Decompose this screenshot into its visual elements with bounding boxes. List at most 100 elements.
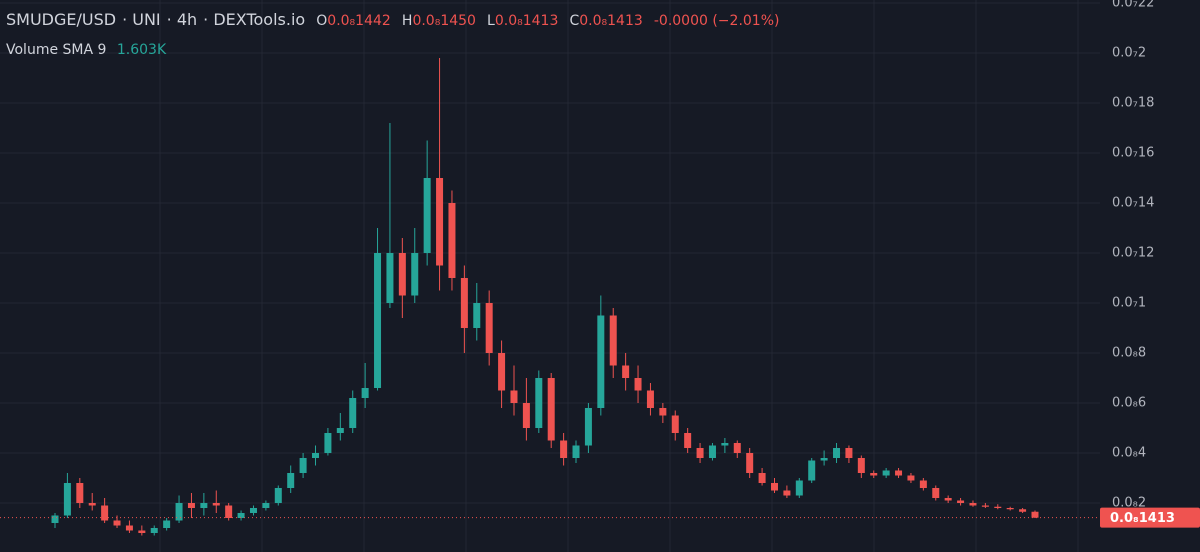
interval: 4h xyxy=(176,10,198,29)
candle-body xyxy=(76,483,84,503)
candle-body xyxy=(237,513,245,518)
candle-body xyxy=(622,365,630,378)
candle-body xyxy=(63,483,71,516)
close: 0.0₈1413 xyxy=(579,13,643,29)
candle-body xyxy=(944,498,952,501)
source: DEXTools.io xyxy=(213,10,306,29)
candle-body xyxy=(510,390,518,403)
candle-body xyxy=(522,403,530,428)
y-tick-label: 0.0₇12 xyxy=(1112,246,1154,261)
candle-body xyxy=(919,480,927,488)
open: 0.0₈1442 xyxy=(327,13,391,29)
candle-body xyxy=(1019,509,1027,512)
candle-body xyxy=(547,378,555,441)
candle-body xyxy=(200,503,208,508)
high: 0.0₈1450 xyxy=(412,13,476,29)
candle-body xyxy=(249,508,257,513)
candle-body xyxy=(994,506,1002,508)
candle-body xyxy=(845,448,853,458)
candle-body xyxy=(758,473,766,483)
indicator-value: 1.603K xyxy=(116,42,167,58)
candle-body xyxy=(721,443,729,446)
candle-body xyxy=(113,520,121,526)
y-tick-label: 0.0₇22 xyxy=(1112,0,1154,11)
candle-body xyxy=(820,458,828,461)
indicator: Volume SMA 9 1.603K xyxy=(6,42,166,58)
low: 0.0₈1413 xyxy=(494,13,559,29)
candle-body xyxy=(299,458,307,473)
candle-body xyxy=(783,490,791,496)
exchange: UNI xyxy=(132,10,161,29)
header: SMUDGE/USD · UNI · 4h · DEXTools.io O0.0₈14… xyxy=(6,10,780,29)
change: -0.0000 (−2.01%) xyxy=(653,13,780,29)
candle-body xyxy=(882,470,890,476)
candle-body xyxy=(349,398,357,428)
candle-body xyxy=(746,453,754,473)
h-label: H xyxy=(401,13,413,29)
y-tick-label: 0.0₇14 xyxy=(1112,196,1154,211)
candle-body xyxy=(460,278,468,328)
candle-body xyxy=(1006,508,1014,510)
y-tick-label: 0.0₇16 xyxy=(1112,146,1154,161)
y-tick-label: 0.0₈6 xyxy=(1112,396,1146,411)
candle-body xyxy=(51,515,59,523)
candle-body xyxy=(969,503,977,506)
candle-body xyxy=(125,525,133,531)
candle-body xyxy=(101,505,109,521)
candle-body xyxy=(212,503,220,506)
candle-body xyxy=(411,253,419,296)
candle-body xyxy=(833,448,841,458)
candle-body xyxy=(287,473,295,488)
indicator-name: Volume SMA 9 xyxy=(6,42,107,58)
candle-body xyxy=(312,453,320,458)
candle-body xyxy=(423,178,431,253)
candle-body xyxy=(634,378,642,391)
candle-body xyxy=(398,253,406,296)
candle-body xyxy=(436,178,444,266)
candle-body xyxy=(932,488,940,498)
candle-body xyxy=(498,353,506,391)
candle-body xyxy=(907,475,915,481)
candle-body xyxy=(708,445,716,458)
candle-body xyxy=(88,503,96,506)
candle-body xyxy=(485,303,493,353)
vertical-grid xyxy=(159,0,1079,552)
candle-body xyxy=(857,458,865,473)
candle-body xyxy=(597,315,605,408)
candle-body xyxy=(324,433,332,453)
candle-body xyxy=(671,415,679,433)
candle-body xyxy=(870,473,878,476)
candle-body xyxy=(1031,511,1039,518)
candle-body xyxy=(225,505,233,518)
candle-body xyxy=(336,428,344,433)
candle-body xyxy=(609,315,617,366)
candle-body xyxy=(163,520,171,528)
candle-body xyxy=(473,303,481,328)
candle-body xyxy=(684,433,692,448)
candle-body xyxy=(572,445,580,458)
l-label: L xyxy=(487,13,495,29)
candle-body xyxy=(770,483,778,491)
last-price-label: 0.0₈1413 xyxy=(1110,511,1175,526)
candle-body xyxy=(138,530,146,533)
candle-body xyxy=(448,203,456,278)
candle-body xyxy=(187,503,195,508)
y-tick-label: 0.0₇1 xyxy=(1112,296,1146,311)
candle-body xyxy=(808,460,816,481)
candle-body xyxy=(175,503,183,521)
candle-body xyxy=(733,443,741,453)
candle-body xyxy=(374,253,382,388)
candle-body xyxy=(795,480,803,496)
last-price-box xyxy=(1100,507,1200,528)
candle-body xyxy=(696,448,704,458)
candle-body xyxy=(895,470,903,476)
candle-body xyxy=(361,388,369,398)
candle-body xyxy=(262,503,270,508)
candle-body xyxy=(981,505,989,507)
candle-body xyxy=(560,440,568,458)
candle-body xyxy=(274,488,282,503)
candle-body xyxy=(646,390,654,408)
symbol: SMUDGE/USD xyxy=(6,10,117,29)
